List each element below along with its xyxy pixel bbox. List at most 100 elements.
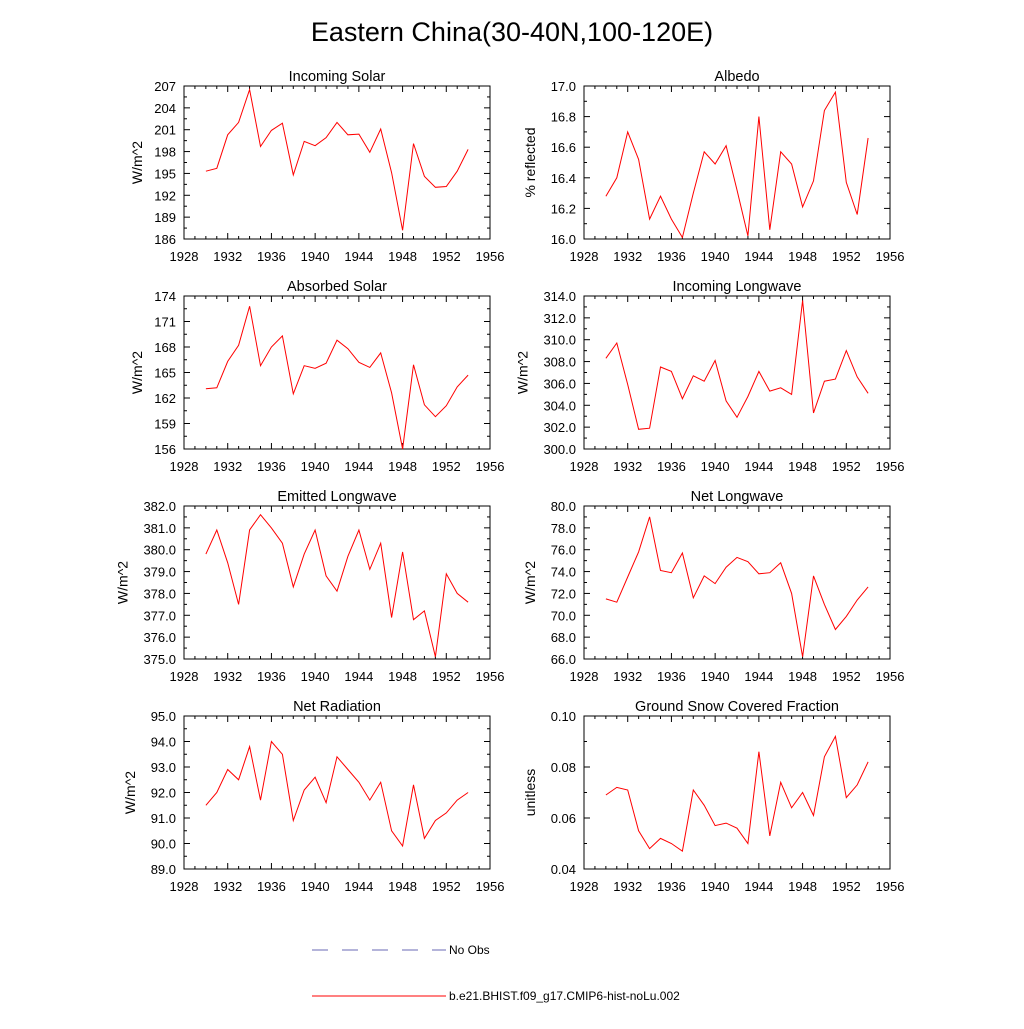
x-tick-label: 1928 xyxy=(170,249,199,264)
legend-obs-label: No Obs xyxy=(449,943,490,957)
x-tick-label: 1940 xyxy=(701,249,730,264)
panel-title: Absorbed Solar xyxy=(287,279,387,295)
y-tick-label: 70.0 xyxy=(551,608,576,623)
y-tick-label: 382.0 xyxy=(143,499,176,514)
panel-title: Ground Snow Covered Fraction xyxy=(635,699,839,715)
y-tick-label: 16.6 xyxy=(551,140,576,155)
chart-panel: 1928 1932 1936 1940 1944 1948 1952 1956 186 189 19… xyxy=(129,69,504,264)
x-tick-label: 1932 xyxy=(613,669,642,684)
y-tick-label: 156 xyxy=(154,442,176,457)
panel-title: Net Longwave xyxy=(691,489,784,505)
y-tick-label: 186 xyxy=(154,232,176,247)
x-tick-label: 1940 xyxy=(701,459,730,474)
panel-title: Incoming Solar xyxy=(289,69,386,85)
series-line xyxy=(205,306,469,450)
x-tick-label: 1932 xyxy=(613,879,642,894)
y-tick-label: 16.4 xyxy=(551,171,576,186)
y-tick-label: 162 xyxy=(154,391,176,406)
chart-panel: 1928 1932 1936 1940 1944 1948 1952 1956 16.0 16.2… xyxy=(522,69,905,264)
chart-panel: 1928 1932 1936 1940 1944 1948 1952 1956 66.0 68.0… xyxy=(522,489,905,684)
x-tick-label: 1956 xyxy=(476,879,505,894)
x-tick-label: 1952 xyxy=(832,459,861,474)
y-tick-label: 195 xyxy=(154,166,176,181)
y-axis-label: W/m^2 xyxy=(129,351,145,394)
x-tick-label: 1932 xyxy=(613,459,642,474)
y-tick-label: 76.0 xyxy=(551,543,576,558)
x-tick-label: 1940 xyxy=(301,879,330,894)
x-tick-label: 1952 xyxy=(832,669,861,684)
y-tick-label: 66.0 xyxy=(551,652,576,667)
x-tick-label: 1940 xyxy=(701,879,730,894)
y-tick-label: 16.2 xyxy=(551,201,576,216)
y-tick-label: 174 xyxy=(154,289,176,304)
chart-panel: 1928 1932 1936 1940 1944 1948 1952 1956 0.04 0.06… xyxy=(522,699,905,894)
y-tick-label: 72.0 xyxy=(551,586,576,601)
x-tick-label: 1928 xyxy=(170,879,199,894)
y-tick-label: 95.0 xyxy=(151,709,176,724)
x-tick-label: 1944 xyxy=(744,669,773,684)
x-tick-label: 1940 xyxy=(301,249,330,264)
x-tick-label: 1944 xyxy=(344,249,373,264)
series-line xyxy=(605,734,869,852)
x-tick-label: 1948 xyxy=(788,879,817,894)
series-line xyxy=(605,90,869,239)
x-tick-label: 1952 xyxy=(432,249,461,264)
y-tick-label: 201 xyxy=(154,123,176,138)
figure-title: Eastern China(30-40N,100-120E) xyxy=(311,17,713,47)
x-tick-label: 1936 xyxy=(257,249,286,264)
x-tick-label: 1948 xyxy=(388,249,417,264)
series-line xyxy=(605,516,869,657)
x-tick-label: 1928 xyxy=(570,459,599,474)
x-tick-label: 1944 xyxy=(344,669,373,684)
panel-title: Net Radiation xyxy=(293,699,381,715)
y-tick-label: 165 xyxy=(154,366,176,381)
y-tick-label: 302.0 xyxy=(543,420,576,435)
x-tick-label: 1928 xyxy=(570,879,599,894)
series-line xyxy=(205,740,469,848)
y-tick-label: 376.0 xyxy=(143,630,176,645)
y-tick-label: 16.8 xyxy=(551,110,576,125)
y-tick-label: 0.04 xyxy=(551,862,576,877)
y-tick-label: 171 xyxy=(154,315,176,330)
y-tick-label: 198 xyxy=(154,145,176,160)
panel-title: Incoming Longwave xyxy=(673,279,802,295)
plot-frame xyxy=(183,505,491,660)
x-tick-label: 1936 xyxy=(657,459,686,474)
y-tick-label: 312.0 xyxy=(543,311,576,326)
x-tick-label: 1956 xyxy=(876,879,905,894)
plot-frame xyxy=(583,295,891,450)
x-tick-label: 1952 xyxy=(832,879,861,894)
x-tick-label: 1956 xyxy=(476,249,505,264)
y-tick-label: 204 xyxy=(154,101,176,116)
x-tick-label: 1940 xyxy=(301,459,330,474)
x-tick-label: 1948 xyxy=(388,459,417,474)
panel-title: Albedo xyxy=(714,69,759,85)
y-tick-label: 381.0 xyxy=(143,521,176,536)
y-tick-label: 78.0 xyxy=(551,521,576,536)
y-tick-label: 16.0 xyxy=(551,232,576,247)
y-tick-label: 90.0 xyxy=(151,837,176,852)
plot-frame xyxy=(583,715,891,870)
y-tick-label: 379.0 xyxy=(143,565,176,580)
y-axis-label: unitless xyxy=(522,769,538,816)
x-tick-label: 1928 xyxy=(170,459,199,474)
x-tick-label: 1952 xyxy=(832,249,861,264)
x-tick-label: 1956 xyxy=(876,669,905,684)
x-tick-label: 1932 xyxy=(613,249,642,264)
x-tick-label: 1936 xyxy=(657,669,686,684)
x-tick-label: 1948 xyxy=(388,879,417,894)
x-tick-label: 1956 xyxy=(876,249,905,264)
y-tick-label: 314.0 xyxy=(543,289,576,304)
y-axis-label: % reflected xyxy=(522,127,538,197)
series-line xyxy=(605,300,869,430)
x-tick-label: 1944 xyxy=(744,459,773,474)
x-tick-label: 1936 xyxy=(657,249,686,264)
y-axis-label: W/m^2 xyxy=(522,561,538,604)
plot-frame xyxy=(183,85,491,240)
y-axis-label: W/m^2 xyxy=(115,561,131,604)
x-tick-label: 1944 xyxy=(344,459,373,474)
x-tick-label: 1956 xyxy=(476,459,505,474)
x-tick-label: 1936 xyxy=(657,879,686,894)
